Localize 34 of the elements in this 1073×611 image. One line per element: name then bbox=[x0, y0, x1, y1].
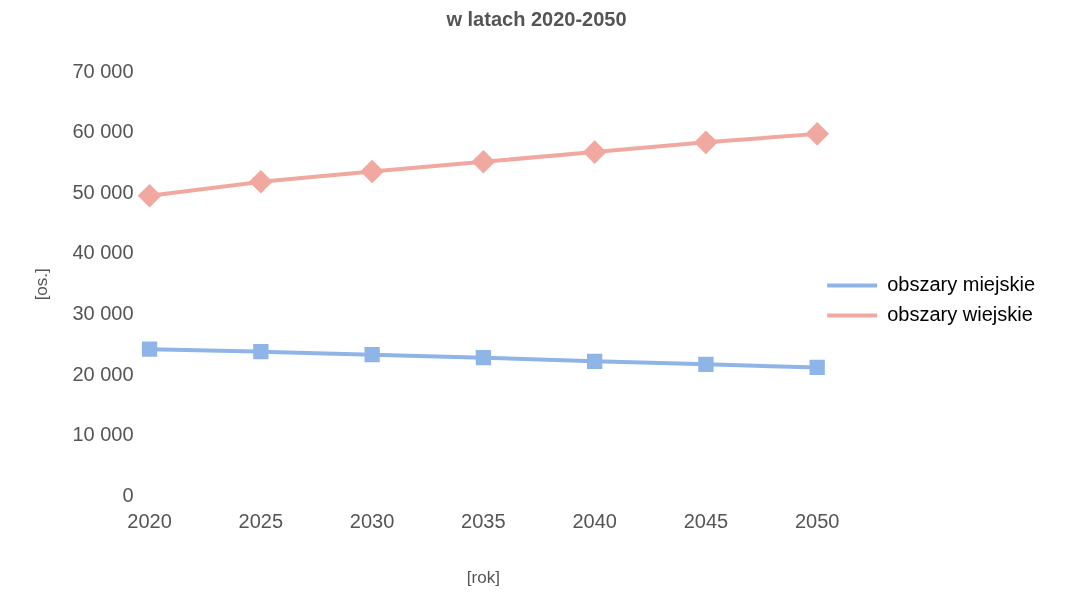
point bbox=[472, 150, 495, 173]
y-axis-title: [os.] bbox=[31, 268, 51, 301]
x-tick-label: 2020 bbox=[127, 510, 172, 533]
x-tick-label: 2035 bbox=[461, 510, 506, 533]
point bbox=[141, 341, 158, 357]
point bbox=[806, 122, 829, 145]
y-tick-label: 50 000 bbox=[72, 180, 134, 203]
y-tick-label: 20 000 bbox=[72, 362, 134, 385]
x-tick-label: 2050 bbox=[794, 510, 840, 533]
y-tick-label: 10 000 bbox=[72, 423, 134, 446]
point bbox=[361, 160, 384, 183]
y-tick-label: 30 000 bbox=[72, 302, 134, 325]
point bbox=[475, 350, 492, 366]
x-tick-label: 2025 bbox=[238, 510, 284, 533]
y-tick-label: 60 000 bbox=[72, 120, 134, 143]
point bbox=[694, 131, 717, 154]
point bbox=[253, 343, 269, 360]
y-tick-label: 40 000 bbox=[72, 241, 134, 264]
y-tick-label: 0 bbox=[122, 484, 134, 507]
chart-title: w latach 2020-2050 bbox=[445, 7, 627, 30]
point bbox=[698, 356, 714, 373]
point bbox=[586, 353, 603, 369]
point bbox=[364, 347, 380, 363]
y-tick-label: 70 000 bbox=[72, 59, 134, 82]
legend-label: obszary miejskie bbox=[887, 273, 1036, 296]
x-axis-title: [rok] bbox=[466, 568, 500, 588]
x-tick-label: 2045 bbox=[683, 510, 729, 533]
point bbox=[809, 359, 825, 376]
x-tick-label: 2040 bbox=[572, 510, 617, 533]
point bbox=[583, 141, 606, 164]
x-tick-label: 2030 bbox=[349, 510, 395, 533]
legend-label: obszary wiejskie bbox=[887, 303, 1033, 326]
point bbox=[138, 184, 161, 207]
point bbox=[249, 170, 272, 193]
